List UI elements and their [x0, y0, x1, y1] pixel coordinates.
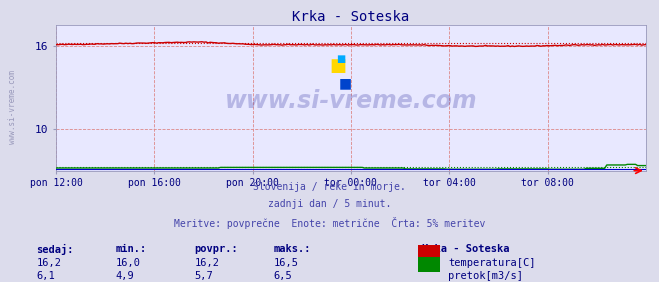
Text: ■: ■	[330, 57, 347, 75]
Text: www.si-vreme.com: www.si-vreme.com	[225, 89, 477, 113]
Text: 16,5: 16,5	[273, 258, 299, 268]
Text: 6,1: 6,1	[36, 271, 55, 281]
Text: Slovenija / reke in morje.: Slovenija / reke in morje.	[253, 182, 406, 192]
Text: 16,0: 16,0	[115, 258, 140, 268]
Text: ■: ■	[339, 76, 352, 91]
Text: maks.:: maks.:	[273, 244, 311, 254]
Text: temperatura[C]: temperatura[C]	[448, 258, 536, 268]
Text: zadnji dan / 5 minut.: zadnji dan / 5 minut.	[268, 199, 391, 209]
Text: ■: ■	[336, 54, 345, 64]
Text: povpr.:: povpr.:	[194, 244, 238, 254]
Text: pretok[m3/s]: pretok[m3/s]	[448, 271, 523, 281]
Text: 16,2: 16,2	[36, 258, 61, 268]
Text: sedaj:: sedaj:	[36, 244, 74, 255]
Text: 5,7: 5,7	[194, 271, 213, 281]
Text: www.si-vreme.com: www.si-vreme.com	[8, 70, 17, 144]
Text: Krka - Soteska: Krka - Soteska	[422, 244, 509, 254]
Title: Krka - Soteska: Krka - Soteska	[293, 10, 409, 24]
Text: min.:: min.:	[115, 244, 146, 254]
Text: 6,5: 6,5	[273, 271, 292, 281]
Text: 4,9: 4,9	[115, 271, 134, 281]
Text: Meritve: povprečne  Enote: metrične  Črta: 5% meritev: Meritve: povprečne Enote: metrične Črta:…	[174, 217, 485, 229]
Text: 16,2: 16,2	[194, 258, 219, 268]
